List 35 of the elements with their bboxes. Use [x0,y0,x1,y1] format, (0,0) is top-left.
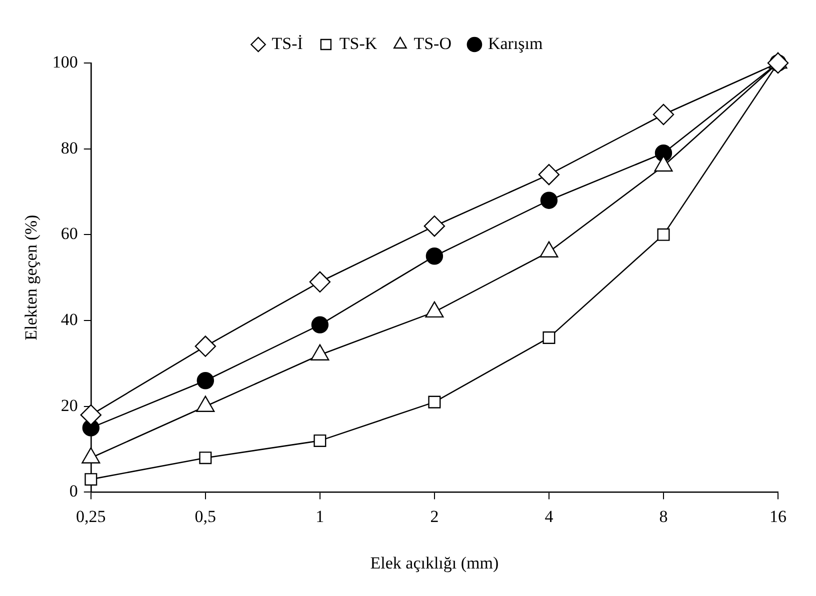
legend-label: TS-O [414,34,452,53]
x-tick-label: 1 [316,506,324,526]
y-tick-label: 40 [60,310,78,329]
x-tick-label: 0,25 [76,506,106,526]
point [194,336,216,357]
point [199,452,212,464]
y-tick-label: 0 [69,482,78,501]
x-axis-title: Elek açıklığı (mm) [370,553,499,572]
point [84,473,98,486]
point [428,396,441,408]
y-tick-label: 20 [60,396,78,415]
x-tick-label: 4 [544,506,554,526]
point [309,271,331,292]
x-tick-label: 2 [430,506,439,526]
legend-label: Karışım [488,34,543,53]
point [538,164,560,186]
point [426,248,444,265]
y-tick-label: 100 [52,52,78,72]
point [540,192,558,209]
point [424,215,446,237]
point [542,331,556,344]
legend-label: TS-K [339,34,378,53]
point [196,372,214,390]
point [652,104,674,126]
point [657,228,670,241]
x-tick-label: 16 [770,506,786,526]
x-tick-label: 8 [659,506,668,526]
y-axis-title: Elekten geçen (%) [22,214,41,340]
x-tick-label: 0,5 [194,506,216,526]
point [80,404,102,426]
y-tick-label: 60 [60,224,78,244]
point [311,316,329,334]
point [314,434,326,447]
y-tick-label: 80 [60,138,78,158]
legend-label: TS-İ [272,34,304,53]
